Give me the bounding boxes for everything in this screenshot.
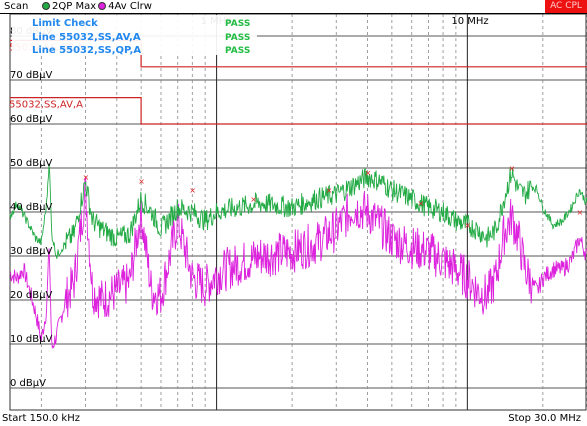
peak-marker: × [417, 199, 424, 208]
plot-frame [9, 14, 587, 411]
limit-check-box: Limit Check PASS Line 55032,SS,AV,A PASS Lin… [12, 15, 257, 56]
limit-check-row-label: Line 55032,SS,QP,A [32, 45, 141, 56]
stop-frequency-label: Stop 30.0 MHz [508, 413, 581, 424]
limit-check-panel [12, 15, 257, 55]
peak-marker: × [326, 186, 333, 195]
limit-check-row-result: PASS [225, 33, 250, 43]
trace-legend: 2QP Max 4Av Clrw [40, 0, 152, 13]
y-tick-label: 20 dBµV [10, 290, 52, 301]
peak-marker: × [464, 221, 471, 230]
trace-line [9, 163, 587, 259]
y-tick-label: 0 dBµV [10, 378, 46, 389]
peak-marker: × [576, 208, 583, 217]
y-tick-label: 30 dBµV [10, 246, 52, 257]
limit-check-row-label: Line 55032,SS,AV,A [32, 32, 141, 43]
peak-marker: × [250, 195, 257, 204]
peak-marker: × [189, 186, 196, 195]
peak-marker: × [509, 164, 516, 173]
y-tick-label: 60 dBµV [10, 114, 52, 125]
limit-check-row-result: PASS [225, 46, 250, 56]
traces [9, 163, 587, 350]
status-header: Scan 2QP Max 4Av Clrw AC CPL [0, 0, 587, 14]
trace-1-dot-icon [42, 2, 50, 10]
start-frequency-label: Start 150.0 kHz [2, 413, 80, 424]
limit-line [10, 97, 587, 125]
trace-1-label: 2QP Max [52, 1, 97, 12]
y-tick-label: 70 dBµV [10, 70, 52, 81]
x-tick-label: 10 MHz [451, 16, 488, 27]
spectrum-chart[interactable]: 55032,SS,QP,A55032,SS,AV,A ×××××××××× 80… [0, 14, 587, 412]
peak-markers: × × × × × × × × × × [82, 164, 583, 230]
coupling-badge: AC CPL [545, 0, 587, 13]
scan-label: Scan [4, 1, 29, 12]
trace-line [9, 177, 587, 350]
y-tick-label: 50 dBµV [10, 158, 52, 169]
y-tick-label: 10 dBµV [10, 334, 52, 345]
limit-check-result: PASS [225, 19, 250, 29]
trace-2-dot-icon [98, 2, 107, 10]
peak-marker: × [82, 173, 89, 182]
limit-check-title: Limit Check [32, 18, 98, 29]
peak-marker: × [138, 177, 145, 186]
y-tick-label: 40 dBµV [10, 202, 52, 213]
trace-2-label: 4Av Clrw [108, 1, 152, 12]
peak-marker: × [365, 168, 372, 177]
limit-line-label: 55032,SS,AV,A [9, 100, 83, 111]
